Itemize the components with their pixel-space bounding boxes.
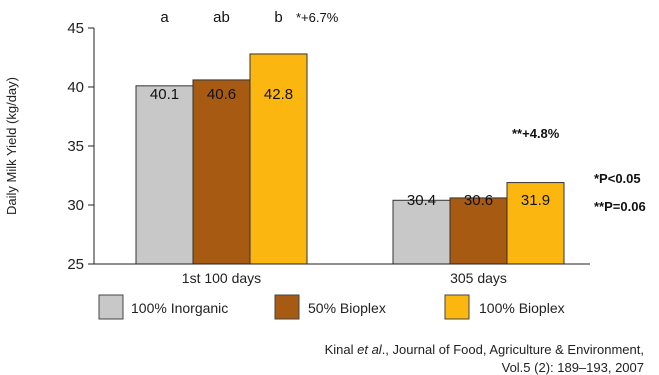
- legend-label-100-bioplex: 100% Bioplex: [479, 300, 565, 316]
- data-label: 30.4: [407, 192, 436, 209]
- y-tick-label: 35: [67, 138, 84, 155]
- citation-journal: ., Journal of Food, Agriculture & Enviro…: [382, 342, 644, 357]
- bar-305-days-0: [392, 199, 451, 265]
- y-axis: 25 30 35 40 45: [67, 20, 94, 273]
- significance-letter-a: a: [160, 9, 169, 26]
- legend-swatch-inorganic: [98, 294, 124, 320]
- bar-first-100-days-0: [135, 85, 194, 265]
- y-tick-label: 40: [67, 79, 84, 96]
- citation-line-1: Kinal et al., Journal of Food, Agricultu…: [325, 342, 644, 357]
- data-label: 42.8: [264, 86, 293, 103]
- increase-annotation-first-100-days: *+6.7%: [296, 10, 339, 25]
- x-category-label: 305 days: [450, 270, 507, 286]
- legend-swatch-100-bioplex: [444, 294, 470, 320]
- y-tick-label: 45: [67, 20, 84, 37]
- increase-annotation-305-days: **+4.8%: [512, 126, 560, 141]
- citation-etal: et al: [357, 342, 383, 357]
- data-label: 31.9: [521, 192, 550, 209]
- legend: 100% Inorganic 50% Bioplex 100% Bioplex: [98, 294, 565, 320]
- bars: [135, 53, 565, 265]
- y-axis-label: Daily Milk Yield (kg/day): [4, 77, 19, 215]
- data-label: 30.6: [464, 192, 493, 209]
- legend-swatch-50-bioplex: [274, 294, 300, 320]
- data-labels: 40.1 40.6 42.8 30.4 30.6 31.9: [150, 86, 550, 209]
- citation-line-2: Vol.5 (2): 189–193, 2007: [502, 360, 644, 375]
- data-label: 40.1: [150, 86, 179, 103]
- bar-first-100-days-2: [249, 53, 308, 265]
- data-label: 40.6: [207, 86, 236, 103]
- significance-letter-b: b: [274, 9, 282, 26]
- bar-first-100-days-1: [192, 79, 251, 265]
- y-tick-label: 25: [67, 256, 84, 273]
- significance-letter-ab: ab: [213, 9, 230, 26]
- legend-label-50-bioplex: 50% Bioplex: [308, 300, 386, 316]
- bar-305-days-2: [506, 182, 565, 265]
- citation-authors: Kinal: [325, 342, 358, 357]
- x-axis: 1st 100 days 305 days: [182, 270, 507, 286]
- p-value-note-1: *P<0.05: [594, 171, 641, 186]
- y-tick-label: 30: [67, 197, 84, 214]
- x-category-label: 1st 100 days: [182, 270, 261, 286]
- legend-label-inorganic: 100% Inorganic: [131, 300, 228, 316]
- p-value-note-2: **P=0.06: [594, 199, 646, 214]
